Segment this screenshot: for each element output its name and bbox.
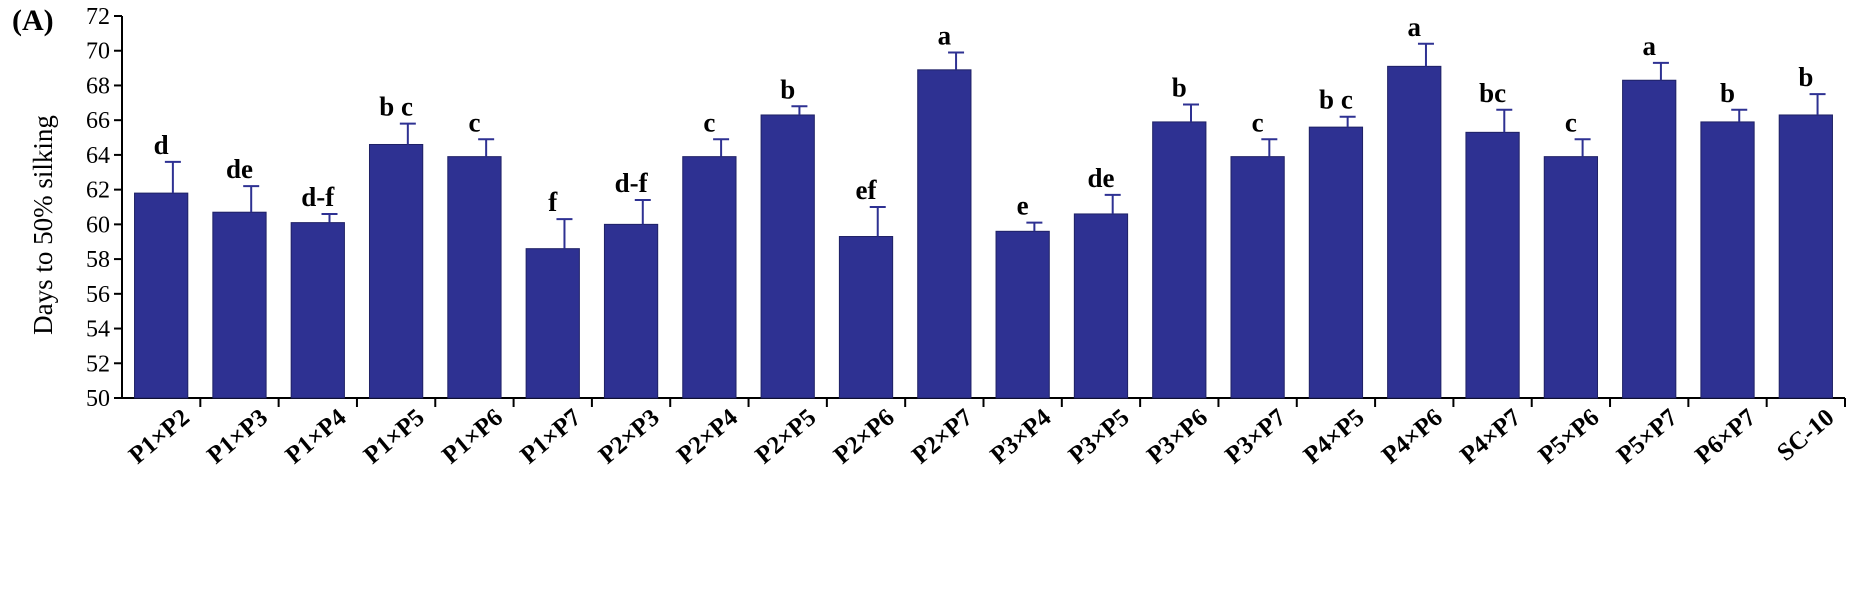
significance-label: b c [1319, 85, 1353, 115]
significance-label: a [938, 20, 952, 50]
bar [1387, 65, 1442, 399]
x-tick-label: P5×P7 [1612, 404, 1683, 470]
y-tick-label: 66 [86, 108, 110, 134]
bar [447, 156, 502, 399]
bar [917, 69, 972, 399]
x-tick-label: P4×P6 [1377, 404, 1448, 470]
bar [760, 114, 815, 399]
bar [1308, 126, 1364, 399]
x-tick-label: P1×P6 [437, 404, 508, 470]
bar [1152, 121, 1207, 399]
bar [682, 156, 737, 399]
significance-label: b [1172, 73, 1187, 103]
bar [1543, 156, 1599, 399]
bar [1700, 121, 1755, 399]
significance-label: bc [1479, 78, 1506, 108]
x-tick-label: P4×P7 [1455, 404, 1526, 470]
y-tick-label: 68 [86, 73, 110, 99]
bars [134, 65, 1833, 399]
x-tick-label: P1×P4 [281, 404, 352, 470]
significance-label: c [468, 107, 480, 137]
y-tick-label: 58 [86, 247, 110, 273]
x-tick-label: P5×P6 [1534, 404, 1605, 470]
bar [1622, 79, 1677, 399]
significance-label: d-f [301, 182, 335, 212]
x-tick-label: P2×P6 [829, 404, 900, 470]
x-tick-label: P4×P5 [1299, 404, 1370, 470]
y-tick-label: 54 [86, 317, 110, 343]
x-tick-label: P2×P7 [907, 404, 978, 470]
significance-label: de [1087, 163, 1114, 193]
significance-label: b c [379, 92, 413, 122]
bar [1465, 131, 1520, 399]
y-tick-label: 50 [86, 386, 110, 412]
x-tick-label: P1×P2 [124, 404, 195, 470]
panel-label: (A) [12, 4, 54, 37]
x-tick-label: P1×P3 [202, 404, 273, 470]
significance-label: d-f [615, 168, 649, 198]
bar [995, 230, 1050, 399]
bar [603, 223, 659, 399]
significance-label: f [548, 187, 558, 217]
y-tick-label: 72 [86, 4, 110, 30]
error-bars [164, 42, 1826, 249]
x-tick-label: SC-10 [1772, 404, 1839, 467]
y-tick-label: 60 [86, 212, 110, 238]
significance-label: ef [856, 175, 878, 205]
significance-label: e [1017, 191, 1029, 221]
bar [212, 211, 267, 399]
bar [1073, 213, 1129, 399]
significance-label: c [1565, 107, 1577, 137]
bar [525, 248, 580, 399]
significance-label: a [1642, 31, 1656, 61]
y-tick-label: 62 [86, 178, 110, 204]
bar [1230, 156, 1285, 399]
x-tick-label: P2×P5 [750, 404, 821, 470]
significance-label: de [226, 154, 253, 184]
significance-label: c [703, 107, 715, 137]
x-tick-label: P3×P7 [1220, 404, 1291, 470]
x-ticks: P1×P2 P1×P3 P1×P4 P1×P5 P1×P6 P1×P7 P2×P3 P2×P4… [124, 398, 1846, 470]
y-tick-label: 70 [86, 39, 110, 65]
x-tick-label: P3×P6 [1142, 404, 1213, 470]
x-tick-label: P3×P4 [985, 404, 1056, 470]
bar [1778, 114, 1833, 399]
y-tick-label: 64 [86, 143, 110, 169]
bar [368, 143, 424, 399]
y-tick-label: 52 [86, 351, 110, 377]
significance-label: b [780, 74, 795, 104]
y-axis-label: Days to 50% silking [28, 115, 58, 335]
significance-label: b [1720, 78, 1735, 108]
x-tick-label: P1×P7 [516, 404, 587, 470]
x-tick-label: P6×P7 [1690, 404, 1761, 470]
significance-label: d [154, 130, 169, 160]
significance-label: b [1798, 62, 1813, 92]
bar [838, 236, 894, 399]
bar [290, 222, 345, 399]
x-tick-label: P1×P5 [359, 404, 430, 470]
significance-label: a [1408, 12, 1422, 42]
x-tick-label: P2×P3 [594, 404, 665, 470]
x-tick-label: P2×P4 [672, 404, 743, 470]
x-tick-label: P3×P5 [1064, 404, 1135, 470]
significance-label: c [1252, 107, 1264, 137]
y-ticks: 50 52 54 56 58 60 62 64 66 68 70 72 [86, 4, 122, 412]
y-tick-label: 56 [86, 282, 110, 308]
bar [134, 192, 189, 399]
